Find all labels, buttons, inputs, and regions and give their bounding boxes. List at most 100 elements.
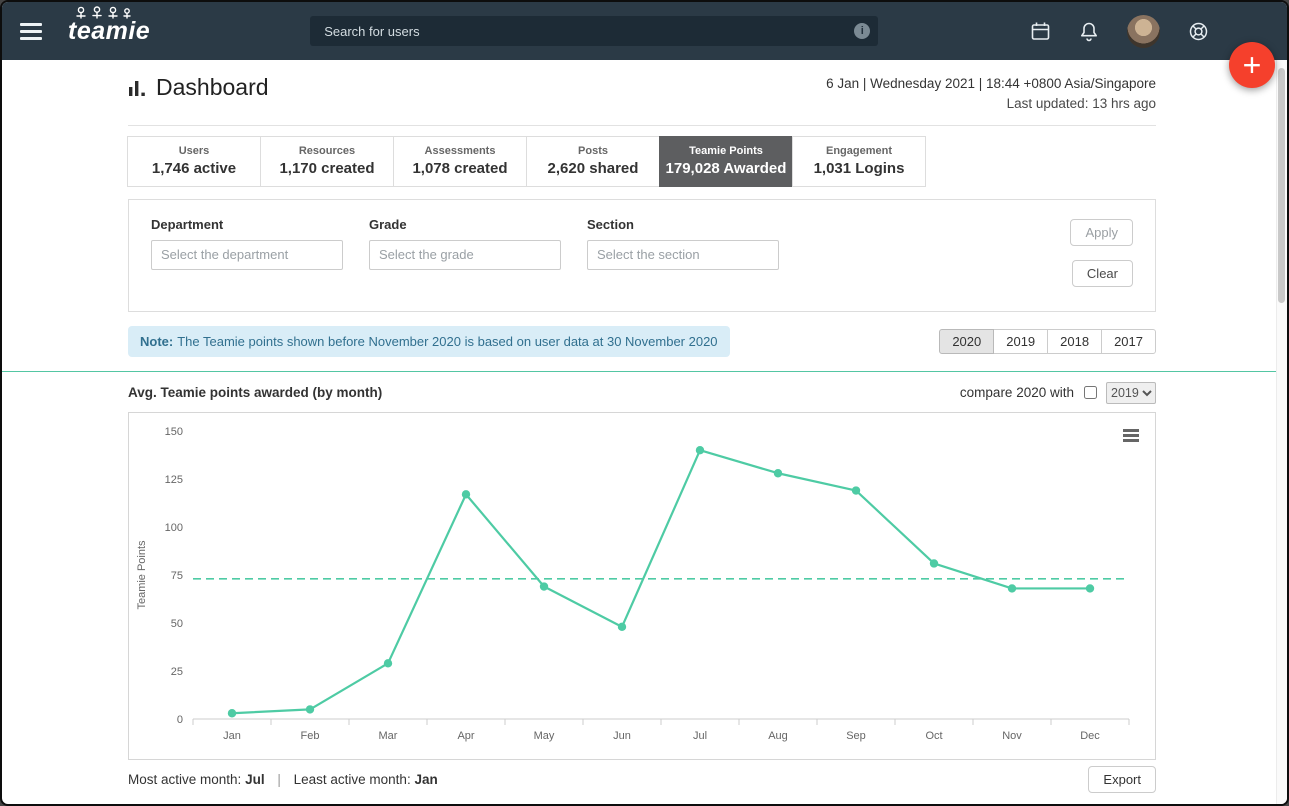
page-scrollbar[interactable] xyxy=(1276,60,1287,804)
svg-text:25: 25 xyxy=(171,666,183,678)
compare-label: compare 2020 with xyxy=(959,385,1074,400)
tab-value: 179,028 Awarded xyxy=(665,159,787,177)
data-point[interactable] xyxy=(773,468,783,477)
help-lifebuoy-icon[interactable] xyxy=(1188,21,1209,42)
grade-input[interactable] xyxy=(369,239,561,270)
section-label: Section xyxy=(587,216,634,232)
chart-footer: Most active month: Jul | Least active mo… xyxy=(128,765,1156,803)
tab-value: 2,620 shared xyxy=(547,159,639,177)
tab-label: Posts xyxy=(578,144,608,157)
section-input[interactable] xyxy=(587,239,779,270)
compare-year-select[interactable]: 2019 xyxy=(1106,381,1156,404)
filters-panel: Department Grade Section Apply Clear xyxy=(128,198,1156,312)
svg-text:50: 50 xyxy=(171,618,183,630)
most-active-value: Jul xyxy=(245,771,265,787)
svg-text:125: 125 xyxy=(165,474,183,486)
clear-button[interactable]: Clear xyxy=(1071,259,1133,287)
logo-characters-icon xyxy=(76,5,131,19)
year-button-2018[interactable]: 2018 xyxy=(1047,328,1103,354)
svg-text:Oct: Oct xyxy=(925,730,942,742)
top-navigation-bar: teamie i xyxy=(2,2,1287,60)
department-input[interactable] xyxy=(151,239,343,270)
section-field: Section xyxy=(587,217,779,287)
teal-divider xyxy=(2,370,1287,372)
svg-text:Nov: Nov xyxy=(1002,730,1022,742)
scrollbar-thumb[interactable] xyxy=(1278,68,1285,303)
main-content: Dashboard 6 Jan | Wednesday 2021 | 18:44… xyxy=(2,60,1287,803)
menu-icon[interactable] xyxy=(20,19,42,44)
grade-field: Grade xyxy=(369,217,561,287)
tab-label: Resources xyxy=(298,144,356,157)
year-button-2019[interactable]: 2019 xyxy=(993,328,1049,354)
svg-text:Feb: Feb xyxy=(301,730,320,742)
tab-label: Users xyxy=(178,144,210,157)
teamie-logo: teamie xyxy=(68,5,150,46)
svg-text:Apr: Apr xyxy=(457,730,474,742)
activity-summary: Most active month: Jul | Least active mo… xyxy=(128,772,438,787)
search-input[interactable] xyxy=(322,22,855,40)
data-point[interactable] xyxy=(383,658,393,668)
tab-label: Teamie Points xyxy=(689,144,763,157)
data-point[interactable] xyxy=(1007,583,1017,593)
info-icon[interactable]: i xyxy=(854,23,871,39)
tab-value: 1,170 created xyxy=(279,159,375,177)
chart-header: Avg. Teamie points awarded (by month) co… xyxy=(128,381,1156,404)
data-point[interactable] xyxy=(851,485,861,495)
note-row: Note: The Teamie points shown before Nove… xyxy=(128,325,1156,357)
note-text: The Teamie points shown before November … xyxy=(177,333,718,349)
dashboard-bar-chart-icon xyxy=(129,81,145,96)
datetime-block: 6 Jan | Wednesday 2021 | 18:44 +0800 Asi… xyxy=(826,74,1156,115)
user-avatar[interactable] xyxy=(1127,14,1160,48)
svg-text:100: 100 xyxy=(165,522,183,534)
year-button-2017[interactable]: 2017 xyxy=(1101,328,1156,354)
data-point[interactable] xyxy=(461,489,471,499)
compare-checkbox[interactable] xyxy=(1084,386,1097,399)
summary-separator: | xyxy=(277,771,281,787)
most-active-label: Most active month: xyxy=(128,771,242,787)
series-line xyxy=(230,448,1092,714)
tab-assessments[interactable]: Assessments 1,078 created xyxy=(393,135,527,187)
notifications-bell-icon[interactable] xyxy=(1079,21,1099,42)
page-title: Dashboard xyxy=(128,74,269,101)
data-point[interactable] xyxy=(305,704,315,714)
apply-button[interactable]: Apply xyxy=(1070,218,1133,246)
data-point[interactable] xyxy=(929,558,939,568)
svg-text:Jun: Jun xyxy=(613,730,631,742)
add-button[interactable]: + xyxy=(1229,42,1275,88)
svg-text:Dec: Dec xyxy=(1080,730,1100,742)
year-button-2020[interactable]: 2020 xyxy=(939,328,995,354)
tab-resources[interactable]: Resources 1,170 created xyxy=(260,135,394,187)
tab-users[interactable]: Users 1,746 active xyxy=(127,135,261,187)
calendar-icon[interactable] xyxy=(1030,21,1051,42)
tab-engagement[interactable]: Engagement 1,031 Logins xyxy=(792,135,926,187)
svg-text:150: 150 xyxy=(165,426,183,438)
tab-label: Engagement xyxy=(825,144,892,157)
svg-text:Jul: Jul xyxy=(693,730,707,742)
svg-text:Sep: Sep xyxy=(846,730,866,742)
svg-text:Mar: Mar xyxy=(379,730,398,742)
note-banner: Note: The Teamie points shown before Nove… xyxy=(128,325,730,357)
filter-actions: Apply Clear xyxy=(1070,217,1133,287)
stats-tabs: Users 1,746 active Resources 1,170 creat… xyxy=(127,135,1156,187)
user-search-box: i xyxy=(310,16,879,46)
svg-text:Jan: Jan xyxy=(223,730,241,742)
svg-text:75: 75 xyxy=(171,570,183,582)
tab-posts[interactable]: Posts 2,620 shared xyxy=(526,135,660,187)
topbar-icon-group xyxy=(1030,14,1269,48)
tab-label: Assessments xyxy=(424,144,496,157)
data-point[interactable] xyxy=(617,622,627,631)
page-title-text: Dashboard xyxy=(156,74,269,100)
last-updated: Last updated: 13 hrs ago xyxy=(1006,96,1156,112)
data-point[interactable] xyxy=(1085,583,1095,593)
svg-text:Aug: Aug xyxy=(768,730,788,742)
tab-teamie-points[interactable]: Teamie Points 179,028 Awarded xyxy=(659,135,793,187)
data-point[interactable] xyxy=(227,708,237,717)
chart-context-menu-icon[interactable] xyxy=(1121,425,1141,447)
data-point[interactable] xyxy=(695,445,705,454)
svg-text:0: 0 xyxy=(177,714,183,726)
department-label: Department xyxy=(151,216,224,232)
export-button[interactable]: Export xyxy=(1088,765,1156,793)
tab-value: 1,078 created xyxy=(412,159,508,177)
data-point[interactable] xyxy=(539,581,549,591)
